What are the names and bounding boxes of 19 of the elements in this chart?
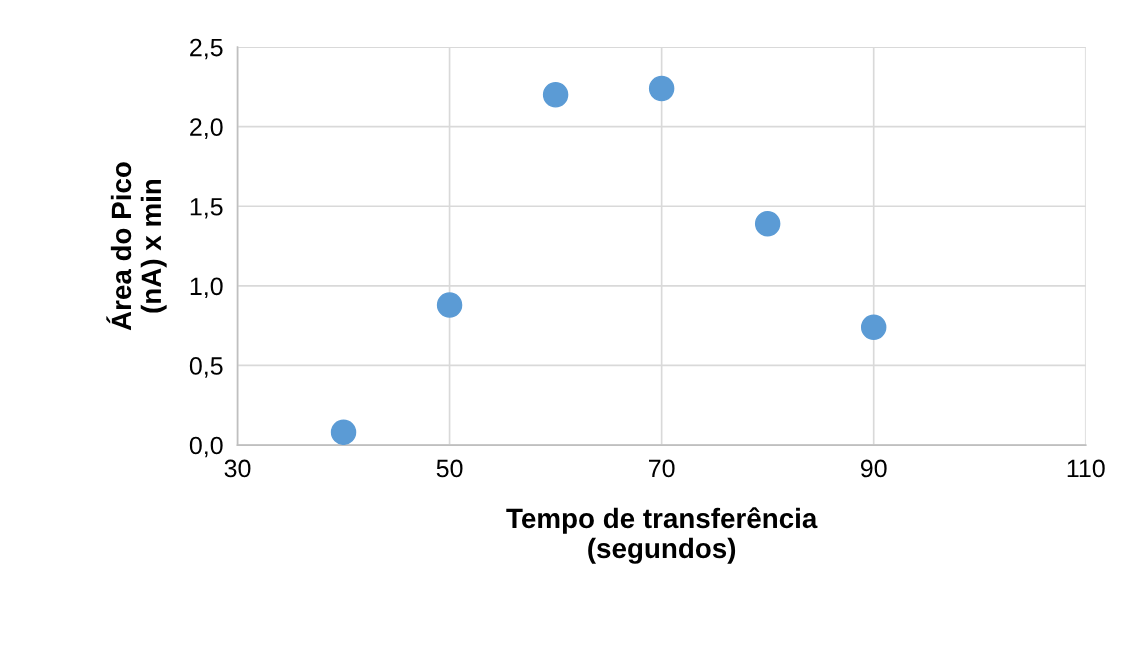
point: [330, 419, 357, 446]
point: [860, 314, 887, 340]
point: [436, 292, 463, 318]
x-tick-label: 110: [1067, 459, 1105, 478]
y-axis-title: Área do Pico (nA) x min: [106, 162, 167, 331]
y-tick-label: 2,0: [190, 118, 223, 139]
point: [648, 75, 675, 102]
x-tick-label: 50: [436, 459, 463, 478]
y-tick-label: 2,5: [190, 38, 223, 60]
y-tick-label: 0,5: [189, 357, 223, 378]
y-tick-label: 1,5: [190, 198, 223, 219]
x-tick-label: 90: [860, 459, 887, 478]
point: [754, 211, 781, 237]
x-tick-label: 30: [224, 459, 251, 478]
point: [542, 82, 569, 108]
x-tick-label: 70: [649, 459, 675, 478]
y-tick-label: 1,0: [190, 277, 223, 299]
x-axis-title: Tempo de transferência (segundos): [506, 507, 818, 564]
y-tick-label: 0,0: [189, 436, 223, 458]
